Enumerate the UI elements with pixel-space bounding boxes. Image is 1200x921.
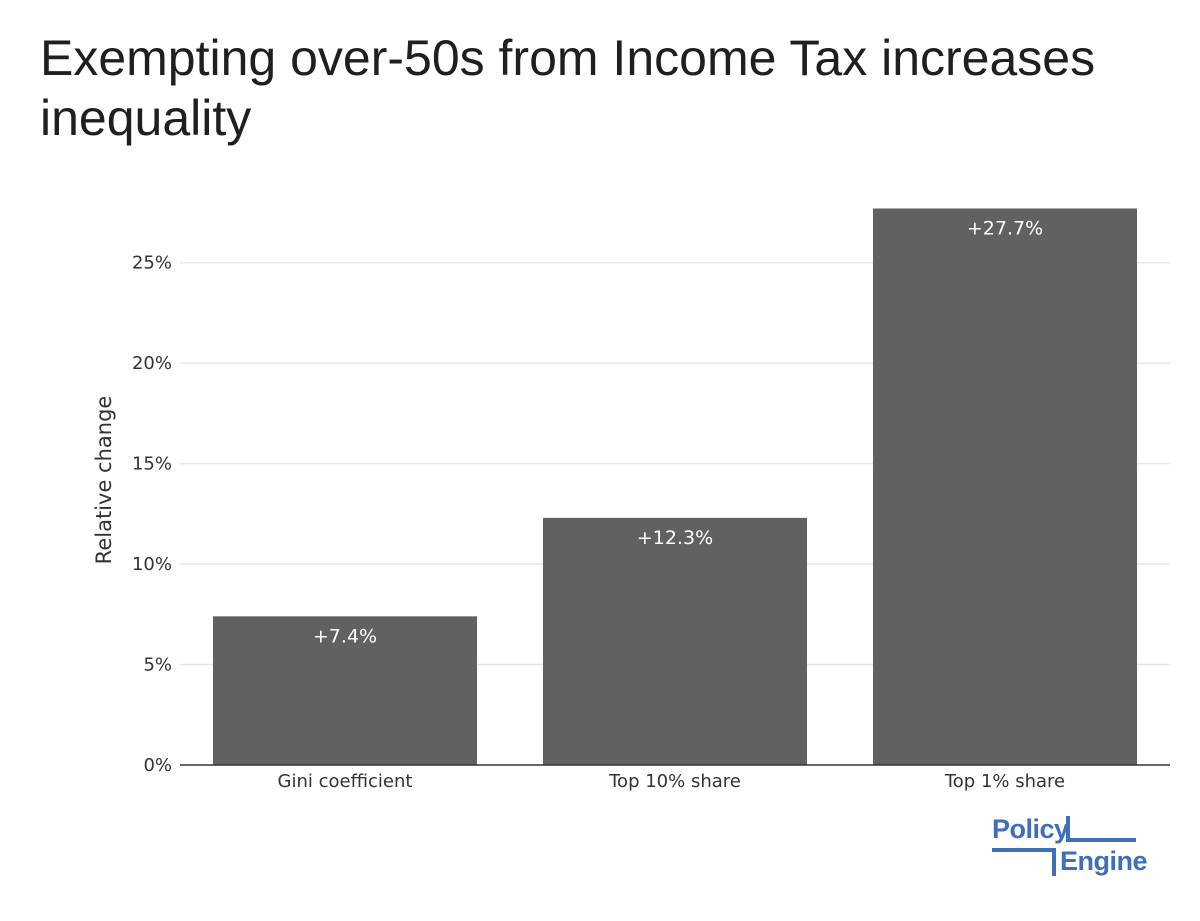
- y-tick-labels: 0% 5% 10% 15% 20% 25%: [132, 253, 172, 776]
- bar: [543, 517, 807, 765]
- y-tick-label: 20%: [132, 353, 172, 374]
- logo-text-engine: Engine: [1060, 846, 1148, 876]
- data-label: +27.7%: [967, 218, 1043, 240]
- y-tick-label: 10%: [132, 554, 172, 575]
- x-tick-label: Gini coefficient: [278, 771, 413, 792]
- policyengine-logo: Policy Engine: [990, 810, 1148, 880]
- logo-bar-horizontal-bottom: [992, 848, 1056, 852]
- logo-text-policy: Policy: [992, 814, 1069, 844]
- x-tick-label: Top 1% share: [944, 771, 1065, 792]
- y-axis-label: Relative change: [92, 396, 116, 565]
- x-tick-label: Top 10% share: [608, 771, 741, 792]
- data-label: +12.3%: [637, 527, 713, 549]
- data-label: +7.4%: [313, 625, 377, 647]
- bars: [213, 208, 1137, 765]
- data-labels: +7.4% +12.3% +27.7%: [313, 218, 1043, 648]
- y-tick-label: 0%: [143, 755, 172, 776]
- chart-title: Exempting over-50s from Income Tax incre…: [40, 30, 1096, 146]
- y-tick-label: 25%: [132, 253, 172, 274]
- bar: [873, 208, 1137, 765]
- bar: [213, 616, 477, 765]
- logo-bar-vertical-top: [1066, 816, 1070, 842]
- y-tick-label: 5%: [143, 655, 172, 676]
- x-tick-labels: Gini coefficient Top 10% share Top 1% shar…: [278, 771, 1066, 792]
- logo-bar-horizontal-top: [1066, 838, 1136, 842]
- y-tick-label: 15%: [132, 454, 172, 475]
- logo-bar-vertical-bottom: [1052, 848, 1056, 876]
